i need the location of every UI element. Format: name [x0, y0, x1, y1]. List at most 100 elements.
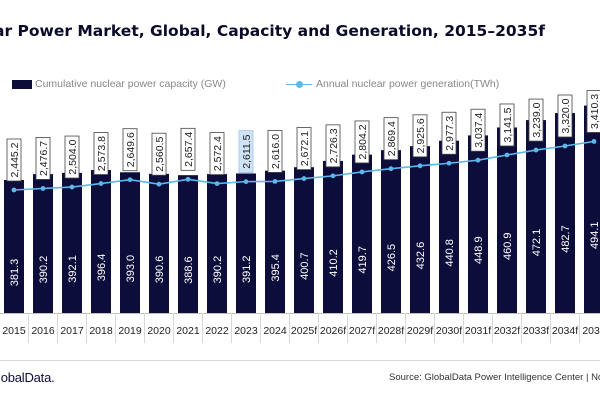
capacity-value-label: 390.6: [154, 256, 166, 284]
generation-value-label: 3,141.5: [502, 107, 514, 142]
legend-line-label: Annual nuclear power generation(TWh): [316, 78, 500, 90]
generation-point: [504, 152, 510, 158]
generation-label-box: [383, 117, 399, 161]
x-axis-tick-label: 2021: [176, 325, 200, 337]
generation-value-label: 2,726.3: [328, 128, 340, 163]
x-axis-tick-label: 2026f: [320, 325, 346, 337]
generation-point: [562, 143, 568, 149]
capacity-bar: [149, 173, 169, 313]
generation-point: [591, 139, 597, 144]
generation-point: [185, 176, 191, 182]
capacity-bar: [323, 160, 343, 313]
capacity-value-label: 391.2: [241, 255, 253, 283]
x-axis-tick-label: 2032f: [494, 325, 520, 337]
generation-value-label: 2,560.5: [154, 137, 166, 172]
x-axis-tick-label: 2029f: [407, 325, 433, 337]
capacity-value-label: 381.3: [9, 259, 21, 287]
generation-label-box: [586, 90, 600, 133]
generation-point: [359, 169, 365, 175]
capacity-value-label: 494.1: [589, 222, 600, 250]
generation-point: [127, 177, 133, 183]
generation-point: [388, 166, 394, 172]
capacity-value-label: 390.2: [212, 256, 224, 284]
x-axis-tick-label: 2028f: [378, 325, 404, 337]
generation-point: [301, 176, 307, 181]
plot-area: 381.3 390.2 392.1 396.4 393.0 390.6 388.6 390.2…: [0, 90, 600, 343]
generation-label-box: [122, 128, 138, 172]
generation-label-box: [209, 132, 225, 176]
generation-point: [11, 187, 17, 193]
capacity-bar: [91, 170, 111, 313]
generation-value-label: 2,925.6: [415, 118, 427, 153]
x-axis-tick-label: 2023: [234, 325, 258, 337]
generation-value-label: 2,616.0: [270, 134, 282, 169]
x-axis-tick-label: 2019: [118, 325, 142, 337]
generation-label-box: [528, 98, 544, 142]
x-axis-tick-label: 2034f: [552, 325, 578, 337]
generation-value-label: 2,869.4: [386, 121, 398, 156]
capacity-value-label: 440.8: [444, 239, 456, 267]
source-note: Source: GlobalData Power Intelligence Ce…: [389, 372, 600, 383]
capacity-value-label: 448.9: [473, 236, 485, 264]
generation-label-box: [354, 120, 370, 164]
legend-bar-swatch: [12, 80, 32, 89]
generation-label-box: [296, 127, 312, 170]
generation-value-label: 2,649.6: [125, 132, 137, 167]
capacity-value-label: 388.6: [183, 256, 195, 284]
x-axis-tick-label: 2025f: [291, 325, 317, 337]
generation-label-box: [64, 135, 80, 179]
generation-point: [156, 181, 162, 187]
generation-value-label: 2,611.5: [241, 134, 253, 168]
footer-divider: [0, 360, 600, 361]
generation-value-label: 2,672.1: [299, 131, 311, 166]
generation-value-label: 2,657.4: [183, 132, 195, 167]
capacity-value-label: 410.2: [328, 249, 340, 277]
x-axis-tick-label: 2020: [147, 325, 171, 337]
capacity-bar: [4, 180, 24, 313]
legend-line-marker: [296, 81, 303, 88]
capacity-value-label: 400.7: [299, 252, 311, 280]
x-axis-tick-label: 2018: [89, 325, 113, 337]
generation-point: [69, 184, 75, 190]
brand-logo-text: lobalData.: [0, 370, 55, 385]
generation-label-box: [325, 124, 341, 168]
capacity-bar: [555, 113, 575, 314]
capacity-bar: [381, 150, 401, 313]
generation-label-box: [470, 108, 486, 152]
x-axis-tick-label: 2016: [31, 325, 55, 337]
generation-label-box: [35, 137, 51, 180]
generation-label-box: [93, 132, 109, 175]
capacity-bar: [178, 175, 198, 313]
x-axis-tick-label: 2031f: [465, 325, 491, 337]
generation-value-label: 3,239.0: [531, 102, 543, 137]
chart-title: ar Power Market, Global, Capacity and Ge…: [0, 22, 545, 40]
capacity-value-label: 426.5: [386, 244, 398, 272]
generation-label-box: [412, 114, 428, 158]
capacity-bar: [497, 127, 517, 314]
x-axis-tick-label: 2022: [205, 325, 229, 337]
generation-point: [330, 173, 336, 179]
x-axis-tick-label: 2027f: [349, 325, 375, 337]
generation-point: [272, 179, 278, 184]
capacity-bar: [468, 135, 488, 313]
generation-value-label: 2,804.2: [357, 124, 369, 159]
capacity-bar: [526, 120, 546, 314]
capacity-bar: [439, 140, 459, 313]
capacity-value-label: 396.4: [96, 254, 108, 282]
capacity-bar: [584, 105, 600, 313]
capacity-value-label: 432.6: [415, 242, 427, 270]
capacity-bar: [120, 172, 140, 313]
legend-bar-label: Cumulative nuclear power capacity (GW): [35, 78, 226, 90]
x-axis-tick-label: 2035: [582, 325, 600, 337]
capacity-bar: [236, 173, 256, 313]
generation-value-label: 2,977.3: [444, 116, 456, 151]
capacity-value-label: 395.4: [270, 254, 282, 282]
generation-value-label: 2,573.8: [96, 136, 108, 171]
generation-value-label: 2,476.7: [38, 141, 50, 176]
generation-label-box: [499, 103, 515, 147]
capacity-bar: [33, 174, 53, 313]
generation-value-label: 3,410.3: [589, 94, 600, 129]
x-axis-tick-label: 2024: [263, 325, 287, 337]
generation-point: [243, 179, 249, 185]
